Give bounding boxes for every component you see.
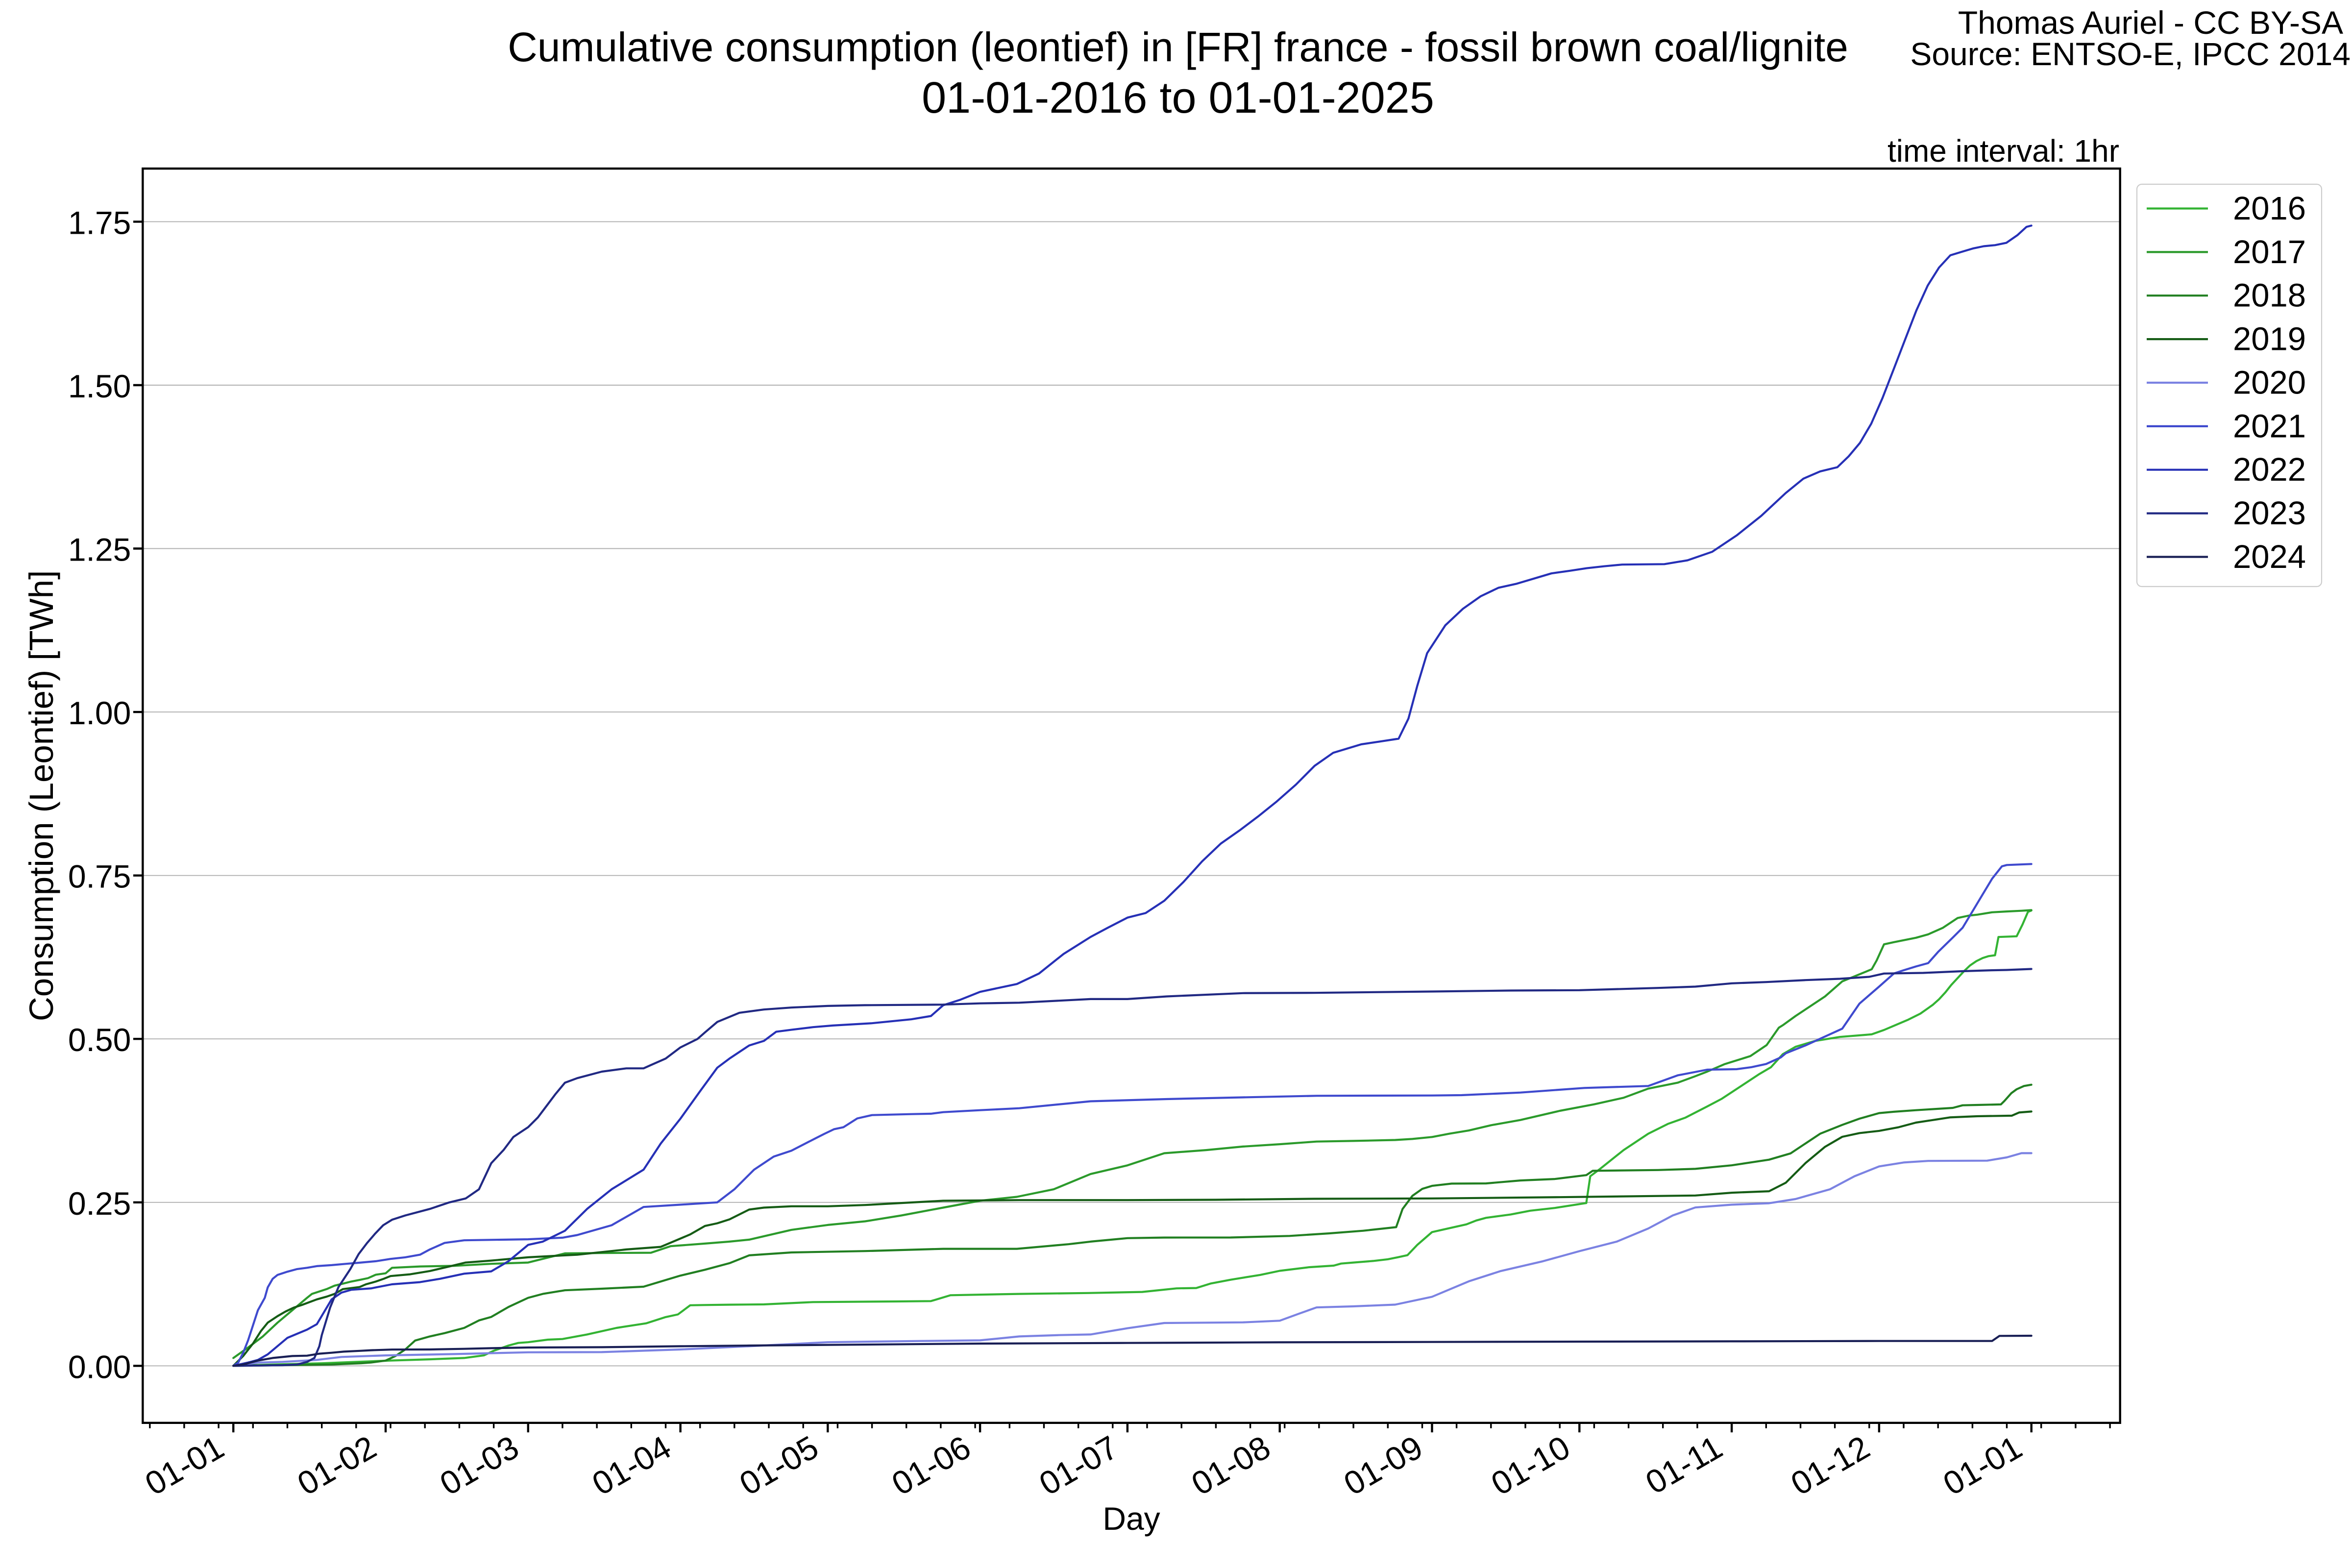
svg-text:0.25: 0.25	[68, 1185, 131, 1222]
svg-text:2022: 2022	[2233, 451, 2306, 488]
svg-text:2017: 2017	[2233, 234, 2306, 270]
svg-text:2024: 2024	[2233, 539, 2306, 575]
svg-text:2018: 2018	[2233, 277, 2306, 314]
svg-text:0.00: 0.00	[68, 1348, 131, 1385]
svg-text:Consumption (Leontief) [TWh]: Consumption (Leontief) [TWh]	[23, 570, 60, 1021]
svg-text:2023: 2023	[2233, 495, 2306, 532]
svg-text:1.00: 1.00	[68, 695, 131, 731]
svg-text:Thomas Auriel - CC BY-SA: Thomas Auriel - CC BY-SA	[1958, 4, 2343, 41]
svg-text:Day: Day	[1102, 1500, 1160, 1537]
svg-text:Cumulative consumption (leonti: Cumulative consumption (leontief) in [FR…	[508, 24, 1848, 70]
svg-text:2019: 2019	[2233, 321, 2306, 358]
svg-text:0.75: 0.75	[68, 858, 131, 895]
svg-text:0.50: 0.50	[68, 1022, 131, 1058]
svg-text:time interval: 1hr: time interval: 1hr	[1887, 133, 2119, 169]
svg-text:2021: 2021	[2233, 408, 2306, 444]
svg-text:1.75: 1.75	[68, 204, 131, 241]
svg-text:2016: 2016	[2233, 190, 2306, 227]
svg-text:2020: 2020	[2233, 365, 2306, 401]
svg-text:01-01-2016 to 01-01-2025: 01-01-2016 to 01-01-2025	[922, 74, 1434, 122]
svg-text:1.25: 1.25	[68, 532, 131, 568]
svg-text:Source: ENTSO-E, IPCC 2014: Source: ENTSO-E, IPCC 2014	[1910, 36, 2351, 72]
svg-text:1.50: 1.50	[68, 368, 131, 404]
